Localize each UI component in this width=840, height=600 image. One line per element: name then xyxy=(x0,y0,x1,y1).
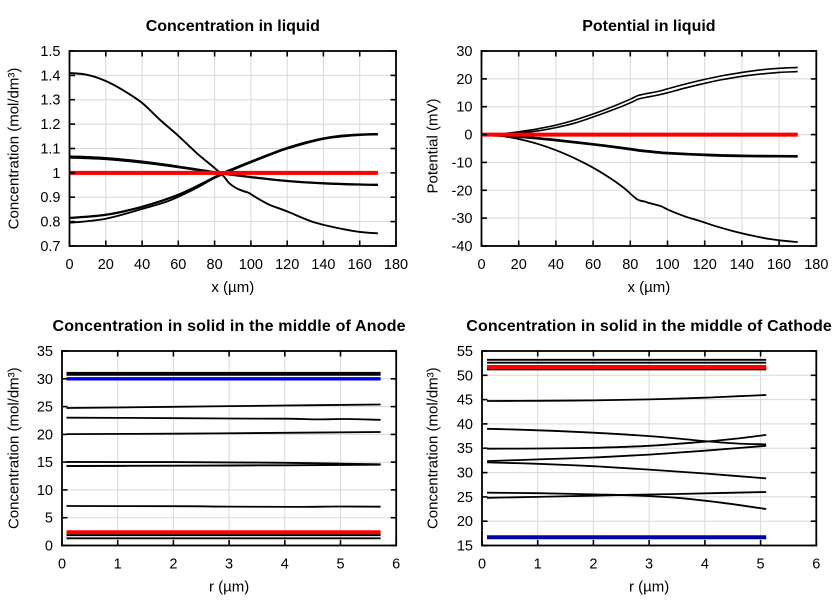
svg-text:-10: -10 xyxy=(452,155,473,171)
svg-text:40: 40 xyxy=(457,417,473,433)
svg-text:0: 0 xyxy=(58,557,66,573)
svg-text:15: 15 xyxy=(37,455,53,471)
svg-text:0.8: 0.8 xyxy=(40,215,60,231)
svg-text:Potential (mV): Potential (mV) xyxy=(425,98,442,193)
svg-text:0: 0 xyxy=(477,257,485,273)
svg-text:45: 45 xyxy=(457,393,473,409)
svg-text:1: 1 xyxy=(534,557,542,573)
svg-text:30: 30 xyxy=(457,466,473,482)
svg-text:20: 20 xyxy=(457,514,473,530)
svg-text:50: 50 xyxy=(457,368,473,384)
svg-text:20: 20 xyxy=(98,257,114,273)
svg-text:r (µm): r (µm) xyxy=(629,579,669,596)
svg-text:1.2: 1.2 xyxy=(40,117,60,133)
svg-text:Concentration in solid in the: Concentration in solid in the middle of … xyxy=(466,318,832,335)
svg-text:55: 55 xyxy=(457,344,473,360)
svg-text:10: 10 xyxy=(456,100,472,116)
svg-text:1.1: 1.1 xyxy=(40,142,60,158)
svg-text:160: 160 xyxy=(348,257,372,273)
svg-text:0: 0 xyxy=(464,128,472,144)
svg-text:15: 15 xyxy=(457,539,473,555)
svg-text:0.9: 0.9 xyxy=(40,190,60,206)
svg-text:Concentration (mol/dm³): Concentration (mol/dm³) xyxy=(5,367,22,529)
svg-text:5: 5 xyxy=(45,511,53,527)
svg-text:35: 35 xyxy=(457,441,473,457)
svg-text:5: 5 xyxy=(757,557,765,573)
svg-text:x (µm): x (µm) xyxy=(211,279,254,296)
svg-text:3: 3 xyxy=(225,557,233,573)
svg-text:10: 10 xyxy=(37,483,53,499)
svg-text:40: 40 xyxy=(548,257,564,273)
svg-text:30: 30 xyxy=(37,372,53,388)
svg-text:Concentration (mol/dm³): Concentration (mol/dm³) xyxy=(5,68,22,230)
svg-text:Concentration in solid in the: Concentration in solid in the middle of … xyxy=(52,318,405,335)
svg-text:r (µm): r (µm) xyxy=(209,579,249,596)
svg-text:-30: -30 xyxy=(452,211,473,227)
svg-text:140: 140 xyxy=(730,257,754,273)
svg-text:1: 1 xyxy=(114,557,122,573)
svg-text:1.4: 1.4 xyxy=(40,68,60,84)
svg-text:2: 2 xyxy=(589,557,597,573)
svg-text:Potential in liquid: Potential in liquid xyxy=(582,18,715,35)
svg-text:60: 60 xyxy=(585,257,601,273)
svg-text:4: 4 xyxy=(701,557,709,573)
svg-text:Concentration (mol/dm³): Concentration (mol/dm³) xyxy=(425,367,442,529)
svg-text:120: 120 xyxy=(275,257,299,273)
svg-text:0: 0 xyxy=(65,257,73,273)
svg-text:20: 20 xyxy=(511,257,527,273)
svg-text:80: 80 xyxy=(622,257,638,273)
svg-text:2: 2 xyxy=(169,557,177,573)
svg-text:1.5: 1.5 xyxy=(40,44,60,60)
svg-text:-20: -20 xyxy=(452,183,473,199)
svg-text:5: 5 xyxy=(336,557,344,573)
svg-text:20: 20 xyxy=(456,72,472,88)
svg-text:100: 100 xyxy=(239,257,263,273)
svg-text:180: 180 xyxy=(384,257,408,273)
svg-text:100: 100 xyxy=(655,257,679,273)
svg-text:20: 20 xyxy=(37,427,53,443)
svg-text:120: 120 xyxy=(693,257,717,273)
svg-text:6: 6 xyxy=(392,557,400,573)
svg-text:180: 180 xyxy=(804,257,828,273)
svg-text:35: 35 xyxy=(37,344,53,360)
svg-text:1: 1 xyxy=(52,166,60,182)
svg-text:6: 6 xyxy=(812,557,820,573)
svg-text:-40: -40 xyxy=(452,239,473,255)
svg-text:0: 0 xyxy=(45,539,53,555)
svg-text:x (µm): x (µm) xyxy=(628,279,671,296)
svg-text:30: 30 xyxy=(456,44,472,60)
svg-text:40: 40 xyxy=(134,257,150,273)
svg-text:60: 60 xyxy=(170,257,186,273)
svg-text:160: 160 xyxy=(767,257,791,273)
svg-text:0: 0 xyxy=(478,557,486,573)
svg-text:4: 4 xyxy=(281,557,289,573)
svg-text:3: 3 xyxy=(645,557,653,573)
svg-text:1.3: 1.3 xyxy=(40,93,60,109)
svg-text:Concentration in liquid: Concentration in liquid xyxy=(146,18,320,35)
svg-text:25: 25 xyxy=(37,400,53,416)
svg-text:140: 140 xyxy=(311,257,335,273)
svg-text:25: 25 xyxy=(457,490,473,506)
svg-text:80: 80 xyxy=(207,257,223,273)
svg-text:0.7: 0.7 xyxy=(40,239,60,255)
